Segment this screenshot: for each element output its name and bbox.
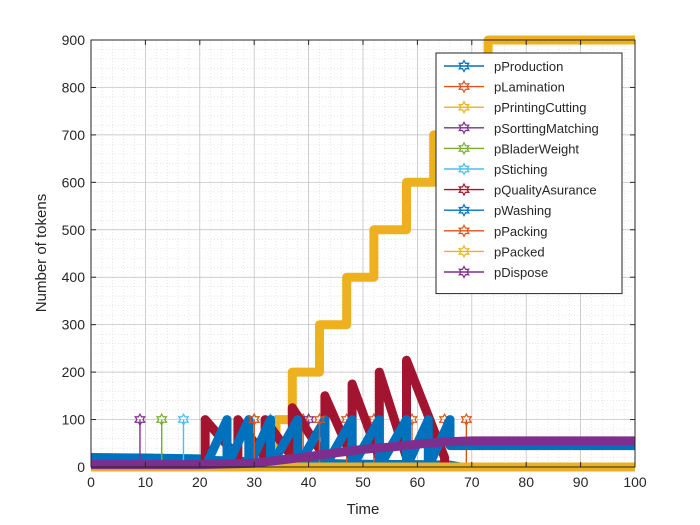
x-tick-label: 50: [355, 474, 371, 490]
x-tick-label: 30: [246, 474, 262, 490]
legend-item: pPacking: [444, 224, 547, 239]
legend-item: pQualityAsurance: [444, 183, 597, 198]
legend-label: pWashing: [494, 203, 551, 218]
legend-label: pProduction: [494, 59, 563, 74]
legend-label: pStiching: [494, 162, 547, 177]
y-tick-label: 300: [62, 317, 86, 333]
legend-item: pStiching: [444, 162, 547, 177]
x-tick-label: 80: [518, 474, 534, 490]
tick-labels: 0 10 20 30 40 50 60 70 80 90 100 0 100 200 300 400 500 60…: [62, 32, 647, 490]
legend-label: pPacked: [494, 244, 545, 259]
legend-marker: [458, 141, 470, 156]
legend-marker: [458, 59, 470, 73]
legend: pProduction pLamination pPrintingCutting pS…: [435, 52, 623, 295]
legend-marker: [458, 120, 470, 135]
y-tick-label: 800: [62, 79, 86, 95]
y-tick-label: 200: [62, 364, 86, 380]
legend-item: pDispose: [444, 265, 548, 280]
legend-item: pLamination: [444, 80, 565, 95]
legend-marker: [458, 79, 470, 94]
legend-label: pPacking: [494, 224, 547, 239]
legend-item: pPrintingCutting: [444, 100, 587, 115]
legend-marker: [458, 265, 470, 279]
legend-label: pSorttingMatching: [494, 121, 599, 136]
series-line-core: [91, 439, 635, 466]
y-axis-label: Number of tokens: [33, 194, 50, 312]
legend-item: pBladerWeight: [444, 141, 579, 156]
legend-label: pPrintingCutting: [494, 100, 587, 115]
y-tick-label: 500: [62, 222, 86, 238]
legend-marker: [458, 223, 470, 238]
series-pDispose: [91, 436, 635, 470]
y-tick-label: 600: [62, 174, 86, 190]
legend-marker: [458, 100, 470, 115]
legend-label: pQualityAsurance: [494, 183, 597, 198]
y-tick-label: 100: [62, 412, 86, 428]
series-marker: [134, 412, 146, 427]
legend-item: pProduction: [444, 59, 563, 74]
x-tick-label: 60: [410, 474, 426, 490]
series-marker: [313, 412, 326, 427]
x-axis-label: Time: [347, 501, 380, 518]
series-marker: [155, 412, 168, 427]
legend-marker: [458, 182, 470, 197]
x-tick-label: 20: [192, 474, 208, 490]
x-tick-label: 10: [138, 474, 154, 490]
y-tick-label: 900: [62, 32, 86, 48]
series-marker: [177, 412, 190, 427]
y-tick-label: 0: [77, 459, 85, 475]
x-tick-label: 90: [573, 474, 589, 490]
series-marker: [248, 412, 261, 427]
x-tick-label: 0: [87, 474, 95, 490]
legend-item: pSorttingMatching: [444, 121, 599, 136]
legend-marker: [458, 244, 470, 259]
x-tick-label: 70: [464, 474, 480, 490]
legend-label: pLamination: [494, 80, 565, 95]
x-tick-label: 100: [623, 474, 647, 490]
legend-marker: [458, 162, 470, 176]
legend-item: pWashing: [444, 203, 551, 218]
y-tick-label: 400: [62, 269, 86, 285]
legend-item: pPacked: [444, 244, 545, 259]
legend-marker: [458, 203, 470, 218]
series-marker: [460, 412, 473, 427]
y-tick-label: 700: [62, 127, 86, 143]
legend-label: pBladerWeight: [494, 141, 579, 156]
legend-label: pDispose: [494, 265, 548, 280]
x-tick-label: 40: [301, 474, 317, 490]
axis-ticks: [90, 39, 636, 468]
